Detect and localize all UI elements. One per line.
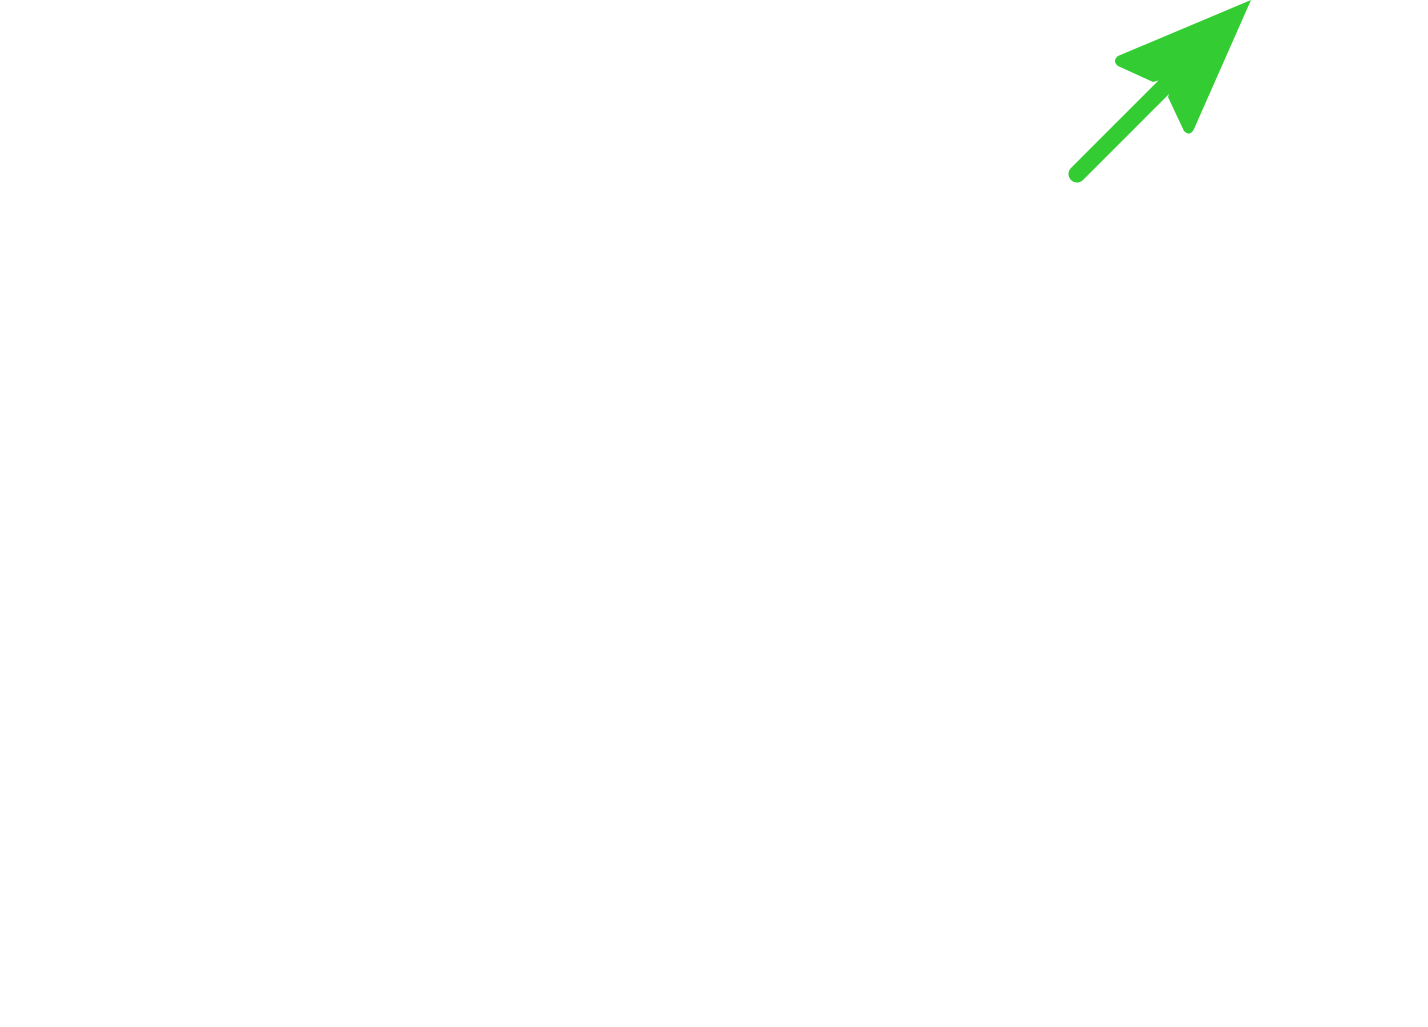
arrow-head bbox=[1115, 0, 1251, 134]
arrow-shaft bbox=[1068, 67, 1184, 183]
arrow-up-right-icon bbox=[1068, 0, 1251, 183]
